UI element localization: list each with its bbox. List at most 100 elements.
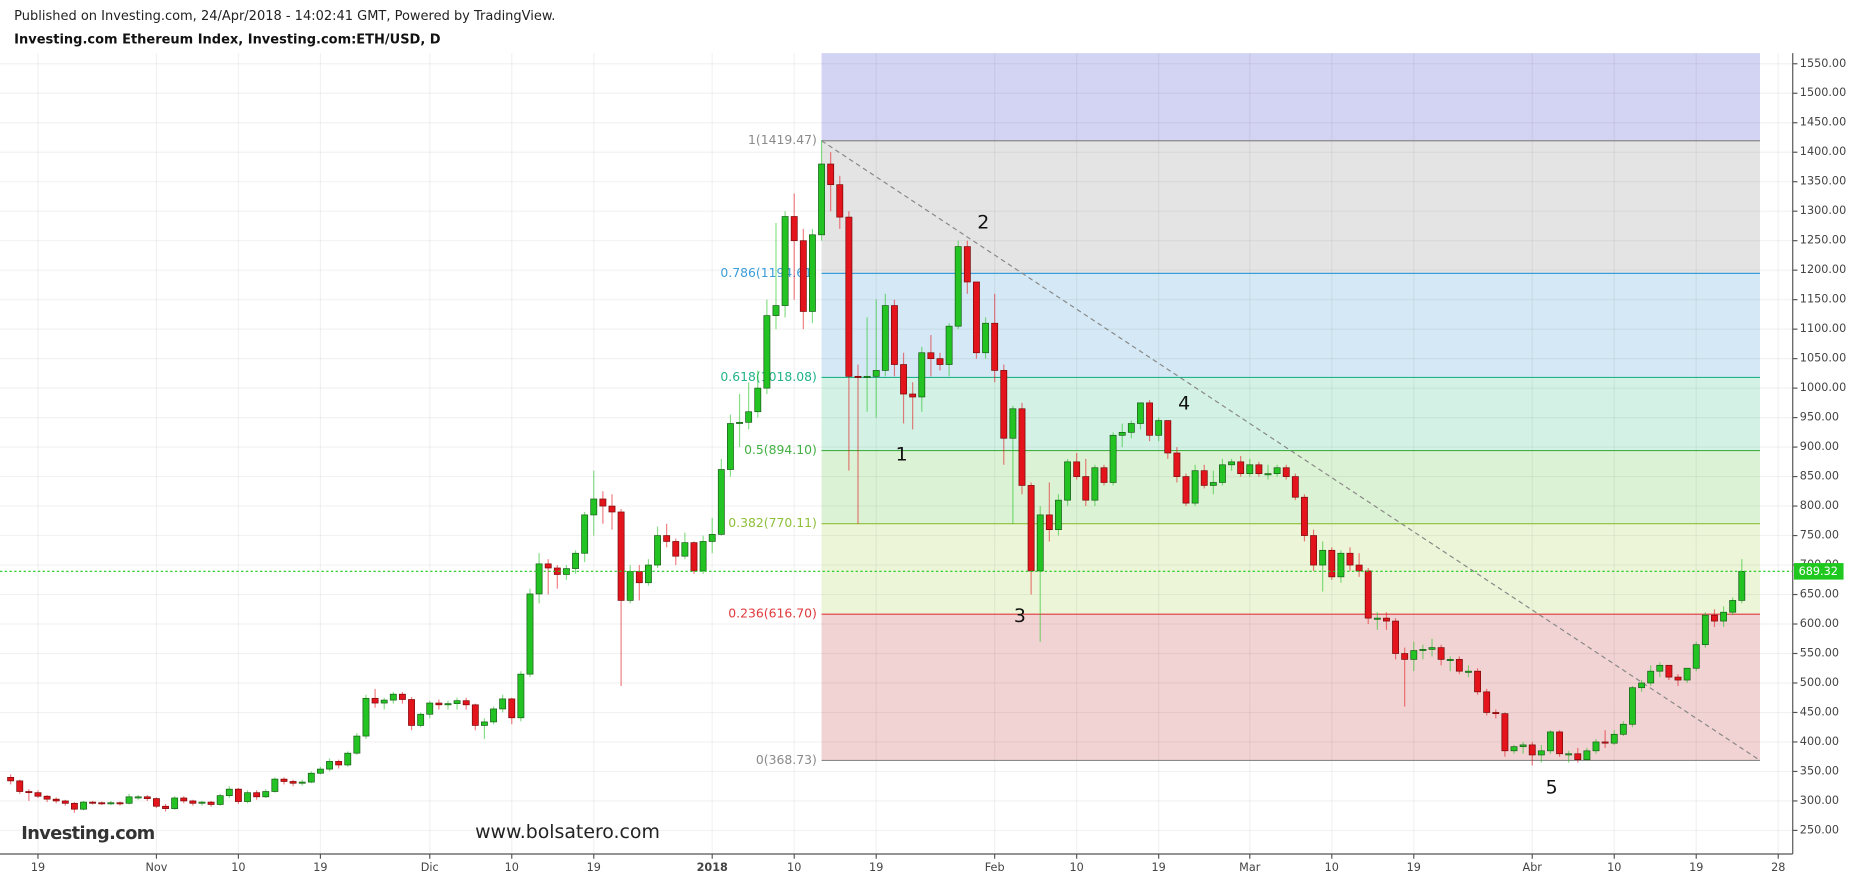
candle-body <box>408 699 415 726</box>
candle-body <box>162 805 169 809</box>
fib-band <box>821 53 1761 141</box>
candle-body <box>945 325 953 365</box>
candle-body <box>52 798 60 802</box>
candle-body <box>481 721 488 726</box>
y-tick-label: 1050.00 <box>1800 352 1846 365</box>
candle-body <box>918 352 926 398</box>
y-tick-label: 550.00 <box>1800 647 1839 660</box>
candle-body <box>1674 676 1682 681</box>
candle-body <box>973 281 980 354</box>
candle-body <box>581 514 589 554</box>
candle-body <box>717 469 725 535</box>
candle-body <box>1428 647 1436 650</box>
wave-label: 5 <box>1546 776 1558 798</box>
wave-label: 2 <box>977 212 989 234</box>
x-tick-label: 10 <box>1325 861 1339 874</box>
candle-body <box>1237 461 1245 474</box>
candle-body <box>1410 650 1418 660</box>
y-tick-label: 250.00 <box>1800 823 1839 836</box>
candle-body <box>891 305 898 365</box>
candle-body <box>781 216 789 306</box>
y-tick-label: 300.00 <box>1800 794 1839 807</box>
last-price-badge <box>1793 563 1844 580</box>
candle-body <box>672 541 680 557</box>
candle-body <box>818 163 825 236</box>
candle-body <box>1647 670 1655 684</box>
candle-body <box>398 693 406 700</box>
candle-body <box>134 796 142 799</box>
candle-body <box>1219 464 1226 483</box>
candle-body <box>335 761 343 766</box>
candle-body <box>1492 712 1500 715</box>
fib-band <box>821 450 1761 524</box>
candle-body <box>681 542 689 557</box>
fib-band <box>821 523 1761 615</box>
candle-body <box>1474 670 1481 693</box>
x-tick-label: 19 <box>1689 861 1703 874</box>
candle-body <box>1701 614 1709 646</box>
candle-body <box>1373 617 1381 620</box>
fib-label: 1(1419.47) <box>748 132 817 147</box>
candle-body <box>572 552 579 569</box>
candle-body <box>25 791 33 794</box>
candle-body <box>608 505 616 513</box>
y-tick-label: 1000.00 <box>1800 381 1846 394</box>
candle-body <box>198 801 206 804</box>
candle-body <box>362 697 370 737</box>
candle-body <box>490 708 497 723</box>
fib-band <box>821 140 1761 274</box>
candle-body <box>1629 687 1636 725</box>
candle-body <box>699 541 707 572</box>
candle-body <box>1528 744 1536 756</box>
fib-label: 0.786(1194.61) <box>720 265 816 280</box>
candle-body <box>1656 664 1664 672</box>
y-tick-label: 1450.00 <box>1800 116 1846 129</box>
y-tick-label: 650.00 <box>1800 588 1839 601</box>
candle-body <box>262 791 270 798</box>
candle-body <box>626 571 634 601</box>
candle-body <box>80 801 87 810</box>
x-tick-label: 19 <box>1407 861 1421 874</box>
candle-body <box>1455 659 1463 672</box>
y-tick-label: 600.00 <box>1800 617 1839 630</box>
candle-body <box>1173 452 1181 477</box>
candle-body <box>1337 552 1345 578</box>
candle-body <box>143 796 151 799</box>
candle-body <box>1483 691 1491 713</box>
candle-body <box>1036 514 1044 572</box>
candle-body <box>1045 514 1053 531</box>
trend-line <box>821 140 1761 761</box>
candle-body <box>526 593 534 675</box>
candle-body <box>1583 750 1591 761</box>
fib-band <box>821 614 1761 761</box>
fib-label: 0.236(616.70) <box>728 606 817 621</box>
candle-body <box>316 768 324 774</box>
candle-body <box>690 542 698 572</box>
candle-body <box>790 216 798 242</box>
y-tick-label: 1150.00 <box>1800 293 1846 306</box>
candle-body <box>809 234 816 312</box>
candle-body <box>645 564 652 584</box>
x-tick-label: 19 <box>1152 861 1166 874</box>
candle-body <box>708 534 716 542</box>
candle-body <box>216 795 224 805</box>
candle-body <box>1228 461 1235 466</box>
candle-body <box>16 780 24 792</box>
y-tick-label: 800.00 <box>1800 499 1839 512</box>
y-tick-label: 950.00 <box>1800 411 1839 424</box>
wave-label: 3 <box>1014 605 1026 627</box>
candle-body <box>1665 664 1673 678</box>
y-tick-label: 850.00 <box>1800 470 1839 483</box>
candle-body <box>745 411 753 423</box>
candle-body <box>471 704 479 726</box>
candle-body <box>43 795 51 800</box>
candle-body <box>1182 476 1190 504</box>
candle-body <box>1610 733 1618 744</box>
candle-body <box>1738 570 1746 601</box>
candle-body <box>1437 647 1445 660</box>
candle-body <box>1273 467 1281 474</box>
candle-body <box>98 802 106 805</box>
candle-body <box>1547 731 1554 752</box>
candle-body <box>1191 470 1199 504</box>
candle-body <box>1310 535 1317 566</box>
